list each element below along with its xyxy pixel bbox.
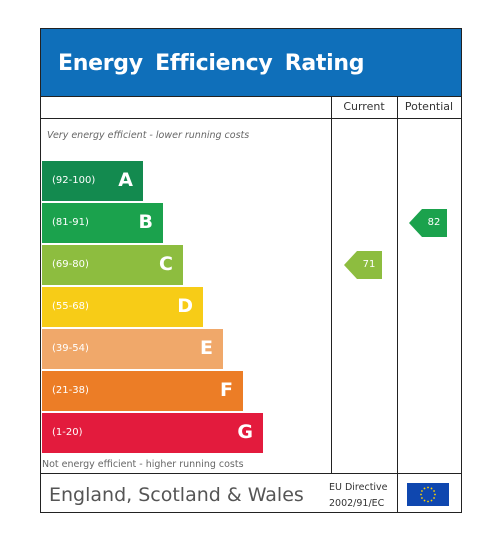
band-letter-label: D bbox=[177, 295, 193, 317]
footer-divider bbox=[41, 473, 461, 474]
band-g: (1-20) G bbox=[42, 413, 263, 453]
band-c: (69-80) C bbox=[42, 245, 183, 285]
eu-directive: EU Directive 2002/91/EC bbox=[329, 480, 388, 512]
potential-rating-value: 82 bbox=[427, 217, 441, 228]
eu-flag-icon bbox=[407, 483, 449, 506]
band-range-label: (55-68) bbox=[52, 301, 89, 312]
band-range-label: (21-38) bbox=[52, 385, 89, 396]
band-range-label: (69-80) bbox=[52, 259, 89, 270]
flag-star bbox=[423, 499, 426, 502]
header-bar: Energy Efficiency Rating bbox=[41, 29, 461, 96]
flag-star bbox=[433, 490, 435, 492]
flag-star bbox=[420, 493, 422, 496]
band-a: (92-100) A bbox=[42, 161, 143, 201]
potential-column-divider bbox=[397, 96, 398, 512]
band-range-label: (1-20) bbox=[52, 427, 83, 438]
bottom-caption: Not energy efficient - higher running co… bbox=[42, 459, 244, 470]
header-divider bbox=[41, 96, 461, 97]
flag-star bbox=[430, 499, 433, 502]
epc-chart: Energy Efficiency Rating Current Potenti… bbox=[40, 28, 462, 513]
flag-star bbox=[427, 486, 429, 489]
band-letter-label: B bbox=[138, 211, 153, 233]
potential-rating-arrow: 82 bbox=[409, 209, 447, 237]
top-caption: Very energy efficient - lower running co… bbox=[47, 130, 250, 141]
eu-directive-line1: EU Directive bbox=[329, 482, 388, 493]
eu-directive-line2: 2002/91/EC bbox=[329, 498, 385, 509]
band-range-label: (92-100) bbox=[52, 175, 96, 186]
flag-star bbox=[430, 487, 433, 490]
column-header-divider bbox=[41, 118, 461, 119]
current-column-header: Current bbox=[343, 100, 385, 113]
footer-country: England, Scotland & Wales bbox=[49, 484, 304, 506]
flag-star bbox=[434, 493, 436, 496]
current-column-divider bbox=[331, 96, 332, 473]
flag-star bbox=[421, 497, 423, 499]
band-letter-label: G bbox=[237, 421, 253, 443]
band-d: (55-68) D bbox=[42, 287, 203, 327]
flag-star bbox=[427, 500, 429, 503]
flag-star bbox=[421, 490, 423, 492]
current-rating-arrow: 71 bbox=[344, 251, 382, 279]
current-rating-value: 71 bbox=[362, 259, 376, 270]
band-f: (21-38) F bbox=[42, 371, 243, 411]
band-range-label: (81-91) bbox=[52, 217, 89, 228]
band-letter-label: A bbox=[118, 169, 133, 191]
potential-column-header: Potential bbox=[404, 100, 454, 113]
band-letter-label: E bbox=[200, 337, 213, 359]
band-range-label: (39-54) bbox=[52, 343, 89, 354]
band-e: (39-54) E bbox=[42, 329, 223, 369]
band-letter-label: F bbox=[220, 379, 233, 401]
chart-title: Energy Efficiency Rating bbox=[58, 51, 365, 76]
band-b: (81-91) B bbox=[42, 203, 163, 243]
flag-star bbox=[433, 497, 435, 499]
band-letter-label: C bbox=[159, 253, 173, 275]
flag-star bbox=[423, 487, 426, 490]
